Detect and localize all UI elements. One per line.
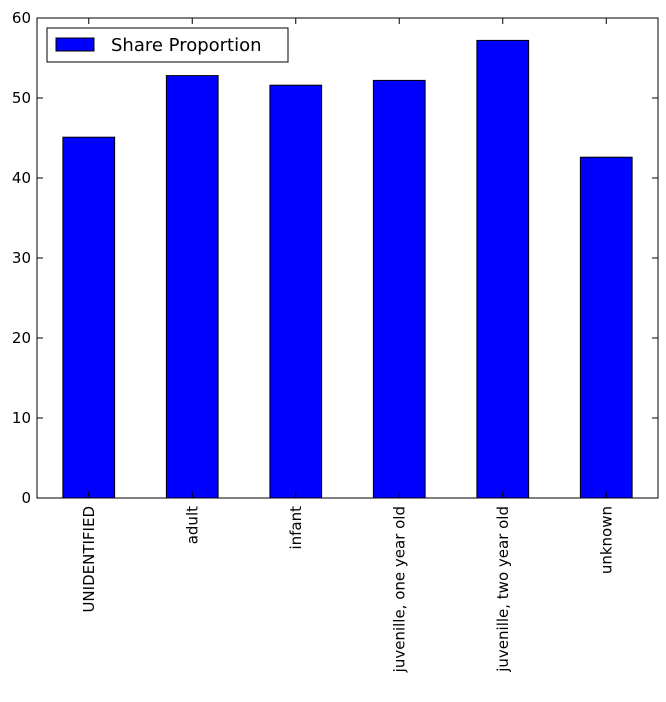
bar-juvenille-two-year-old: [476, 39, 530, 499]
legend: Share Proportion: [46, 27, 289, 63]
x-tick-label: unknown: [597, 506, 615, 574]
y-tick-label: 30: [12, 249, 31, 267]
x-tick-label: juvenille, two year old: [494, 506, 512, 673]
x-tick-label: UNIDENTIFIED: [80, 506, 98, 613]
x-tick-label: juvenille, one year old: [390, 506, 408, 673]
y-tick-label: 40: [12, 169, 31, 187]
plot-area: [37, 18, 658, 498]
bar-infant: [269, 84, 323, 499]
y-tick-label: 50: [12, 89, 31, 107]
y-tick-label: 60: [12, 9, 31, 27]
plot-background: [37, 18, 658, 498]
y-tick-label: 0: [21, 489, 31, 507]
bar-juvenille-one-year-old: [372, 79, 426, 499]
x-tick-label: infant: [287, 506, 305, 550]
bar-adult: [165, 75, 219, 499]
bars-group: [62, 39, 633, 499]
legend-swatch: [55, 37, 95, 52]
legend-label: Share Proportion: [111, 35, 262, 56]
axes-group: 0 10 20 30 40 50 60 UNIDENTIFIED adult infant juve…: [12, 9, 659, 673]
y-tick-label: 20: [12, 329, 31, 347]
x-tick-label: adult: [183, 506, 201, 544]
y-tick-label: 10: [12, 409, 31, 427]
bar-unknown: [579, 156, 633, 499]
bar-unidentified: [62, 136, 116, 499]
